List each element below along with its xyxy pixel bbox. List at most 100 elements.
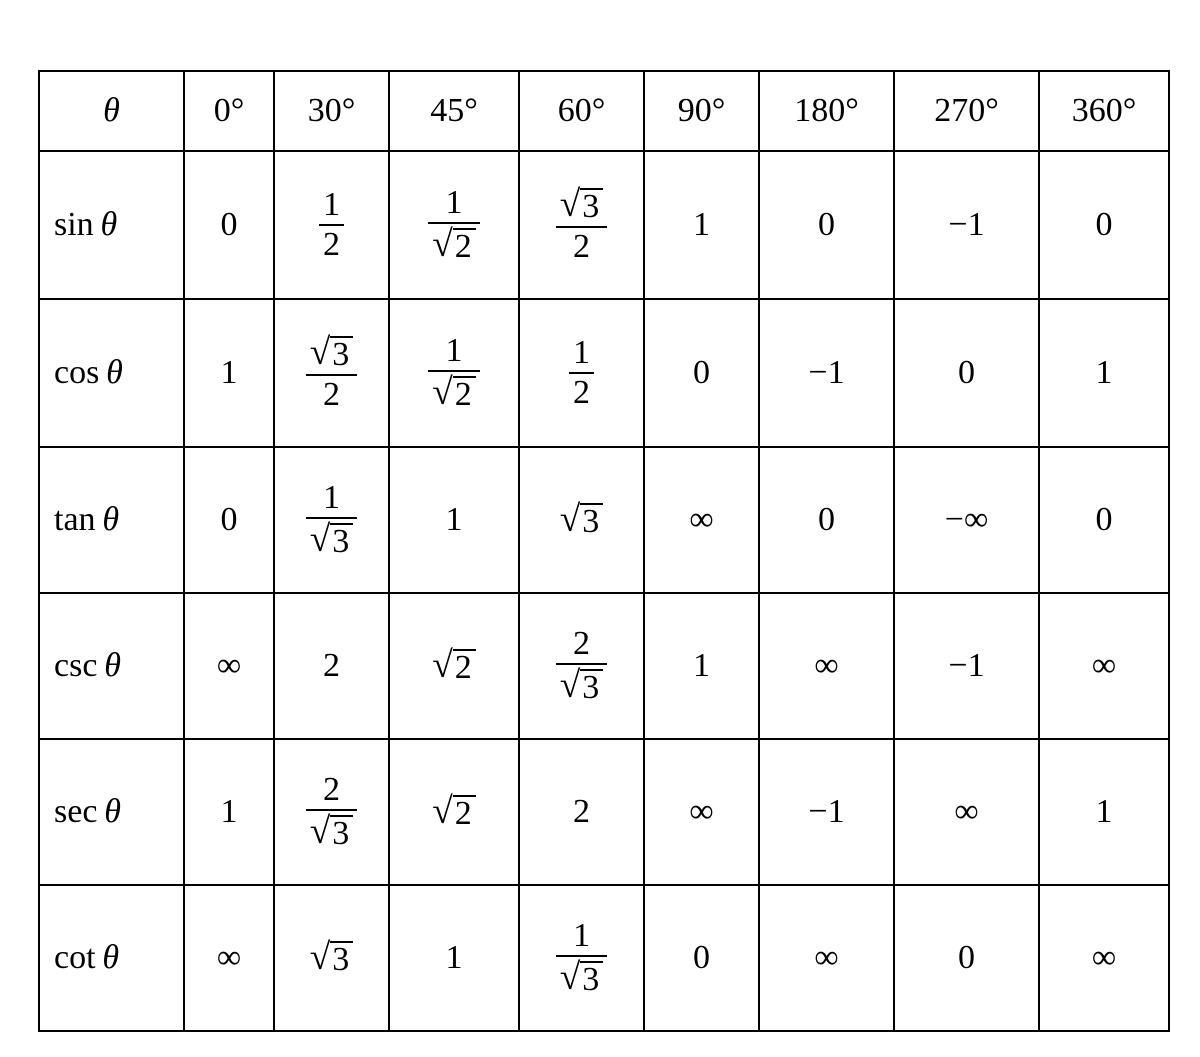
- value-text: 1: [446, 184, 463, 221]
- value-text: 270°: [934, 92, 999, 129]
- value-text: 0: [958, 354, 975, 391]
- value-cell: ∞: [184, 593, 274, 739]
- value-cell: 1 √3: [519, 885, 644, 1031]
- value-cell: 1: [389, 885, 519, 1031]
- value-cell: √32: [519, 151, 644, 299]
- value-cell: 2 √3: [274, 739, 389, 885]
- sqrt-expression: √3: [560, 667, 604, 705]
- value-text: 0: [818, 501, 835, 538]
- row-label-cell: tan θ: [39, 447, 184, 593]
- value-text: ∞: [217, 939, 241, 976]
- sqrt-expression: √3: [310, 813, 354, 851]
- value-cell: 0: [759, 447, 894, 593]
- value-cell: ∞: [184, 885, 274, 1031]
- fraction-numerator: 2: [304, 771, 360, 809]
- fraction: 2 √3: [554, 625, 610, 707]
- radical-icon: √: [310, 939, 331, 976]
- sqrt-expression: √3: [560, 959, 604, 997]
- function-name: csc: [54, 647, 104, 684]
- fraction: 12: [567, 334, 596, 412]
- value-cell: 0: [644, 299, 759, 447]
- fraction-denominator: √2: [426, 372, 482, 414]
- value-text: ∞: [814, 939, 838, 976]
- fraction-denominator: 2: [304, 376, 360, 414]
- value-text: 1: [446, 332, 463, 369]
- radicand: 3: [330, 336, 353, 372]
- row-label-cell: cot θ: [39, 885, 184, 1031]
- value-cell: 0: [759, 151, 894, 299]
- radicand: 3: [330, 815, 353, 851]
- value-cell: ∞: [1039, 885, 1169, 1031]
- value-text: 1: [693, 647, 710, 684]
- value-cell: 1: [644, 151, 759, 299]
- row-label-cell: sec θ: [39, 739, 184, 885]
- row-label-cell: cos θ: [39, 299, 184, 447]
- fraction: 1 √2: [426, 332, 482, 414]
- value-cell: 0: [1039, 447, 1169, 593]
- radical-icon: √: [432, 226, 453, 263]
- value-text: 0: [221, 501, 238, 538]
- table-header-row: θ0°30°45°60°90°180°270°360°: [39, 71, 1169, 151]
- value-cell: 0: [894, 885, 1039, 1031]
- theta-symbol: θ: [103, 92, 120, 129]
- value-text: 0: [693, 939, 710, 976]
- value-cell: 2: [274, 593, 389, 739]
- fraction-denominator: 2: [317, 226, 346, 264]
- fraction-numerator: 1: [567, 334, 596, 372]
- value-text: 2: [323, 771, 340, 808]
- value-cell: √3: [519, 447, 644, 593]
- value-cell: 12: [274, 151, 389, 299]
- table-row: sin θ0121√2√3210−10: [39, 151, 1169, 299]
- value-text: −1: [948, 206, 984, 243]
- sqrt-expression: √3: [310, 334, 354, 372]
- value-text: 1: [446, 501, 463, 538]
- value-text: 1: [1096, 793, 1113, 830]
- function-name: sin: [54, 206, 100, 243]
- value-cell: 0: [644, 885, 759, 1031]
- function-name: sec: [54, 793, 104, 830]
- value-cell: ∞: [759, 885, 894, 1031]
- value-text: ∞: [689, 501, 713, 538]
- value-cell: 12: [519, 299, 644, 447]
- value-cell: 0: [184, 151, 274, 299]
- fraction-denominator: 2: [554, 228, 610, 266]
- radical-icon: √: [310, 334, 331, 371]
- radical-icon: √: [560, 959, 581, 996]
- radicand: 2: [453, 376, 476, 412]
- radicand: 3: [580, 669, 603, 705]
- value-text: 2: [573, 793, 590, 830]
- table-row: cot θ∞√311√30∞0∞: [39, 885, 1169, 1031]
- sqrt-expression: √2: [432, 647, 476, 685]
- fraction: √32: [554, 184, 610, 266]
- value-cell: 2 √3: [519, 593, 644, 739]
- fraction: 1 √3: [554, 917, 610, 999]
- value-text: 0: [958, 939, 975, 976]
- sqrt-expression: √2: [432, 374, 476, 412]
- radical-icon: √: [310, 813, 331, 850]
- fraction-numerator: 1: [554, 917, 610, 955]
- table-row: csc θ∞2√22√31∞−1∞: [39, 593, 1169, 739]
- value-text: 2: [573, 625, 590, 662]
- function-label: sec θ: [54, 793, 121, 830]
- value-text: ∞: [689, 793, 713, 830]
- value-text: −1: [948, 647, 984, 684]
- sqrt-expression: √3: [310, 521, 354, 559]
- radical-icon: √: [432, 793, 453, 830]
- value-text: 2: [323, 647, 340, 684]
- fraction: 1√2: [426, 184, 482, 266]
- fraction-denominator: √2: [426, 224, 482, 266]
- fraction-numerator: 1: [426, 184, 482, 222]
- function-name: cot: [54, 939, 102, 976]
- value-cell: 0°: [184, 71, 274, 151]
- value-cell: 1: [184, 299, 274, 447]
- radicand: 2: [453, 649, 476, 685]
- value-text: 0: [1096, 501, 1113, 538]
- function-name: tan: [54, 501, 102, 538]
- value-text: 30°: [308, 92, 356, 129]
- theta-symbol: θ: [104, 647, 121, 684]
- fraction: 2 √3: [304, 771, 360, 853]
- value-cell: ∞: [1039, 593, 1169, 739]
- theta-symbol: θ: [106, 354, 123, 391]
- value-cell: 2: [519, 739, 644, 885]
- value-text: 1: [446, 939, 463, 976]
